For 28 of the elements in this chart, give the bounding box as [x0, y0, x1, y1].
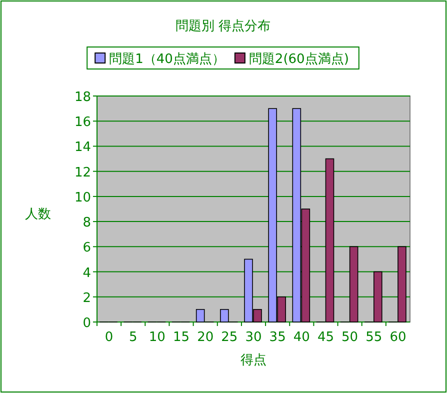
chart-title: 問題別 得点分布 — [175, 19, 271, 34]
legend-label: 問題2(60点満点) — [248, 52, 349, 67]
y-tick-label: 8 — [82, 216, 91, 231]
y-tick-label: 12 — [74, 165, 91, 180]
y-tick-label: 4 — [82, 266, 91, 281]
x-tick-label: 0 — [104, 330, 114, 345]
x-tick-label: 35 — [269, 330, 286, 345]
y-axis-title: 人数 — [25, 207, 51, 222]
x-tick-label: 5 — [128, 330, 138, 345]
x-tick-label: 50 — [342, 330, 358, 345]
x-tick-label: 60 — [390, 330, 406, 345]
x-tick-label: 30 — [245, 330, 262, 345]
y-tick-label: 18 — [74, 90, 91, 105]
x-tick-label: 25 — [221, 330, 238, 345]
x-tick-label: 10 — [148, 330, 166, 345]
x-tick-label: 45 — [317, 330, 334, 345]
x-tick-label: 15 — [172, 330, 190, 345]
y-tick-label: 16 — [74, 115, 91, 130]
y-tick-label: 14 — [74, 140, 91, 156]
x-axis-title: 得点 — [240, 353, 266, 368]
y-tick-label: 10 — [74, 190, 91, 206]
x-tick-label: 20 — [197, 330, 214, 345]
x-tick-label: 55 — [366, 330, 382, 345]
y-tick-label: 0 — [82, 316, 91, 331]
y-tick-label: 6 — [82, 240, 91, 256]
y-tick-label: 2 — [82, 290, 91, 306]
legend-label: 問題1（40点満点） — [109, 52, 225, 67]
x-tick-label: 40 — [293, 330, 310, 345]
